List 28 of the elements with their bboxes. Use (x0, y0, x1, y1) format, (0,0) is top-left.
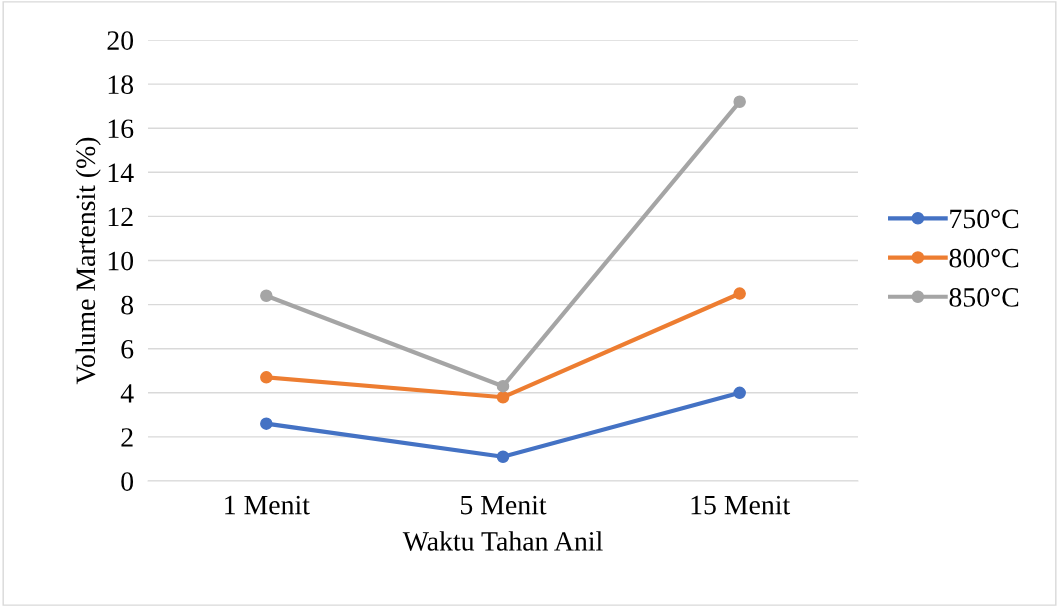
y-tick-label: 2 (121, 428, 133, 447)
point (733, 95, 746, 108)
point (260, 417, 273, 430)
point (260, 371, 273, 384)
x-tick-label: 5 Menit (461, 495, 547, 515)
y-tick-label: 20 (107, 31, 134, 50)
y-axis-title: Volume Martensit (%) (75, 137, 101, 385)
point (496, 379, 510, 393)
y-tick-label: 8 (121, 295, 134, 315)
y-tick-label: 4 (120, 384, 134, 403)
legend-label: 800°C (949, 248, 1019, 268)
x-tick-label: 15 Menit (691, 495, 791, 515)
point (733, 287, 746, 300)
y-tick-label: 10 (108, 251, 134, 271)
legend-label: 750°C (950, 209, 1019, 229)
x-tick-label: 1 Menit (225, 495, 310, 515)
y-tick-label: 6 (121, 339, 134, 359)
x-axis-title: Waktu Tahan Anil (402, 531, 603, 551)
legend-label: 850°C (949, 288, 1019, 307)
y-tick-label: 12 (108, 207, 133, 227)
point (496, 450, 510, 463)
y-tick-label: 0 (121, 472, 134, 491)
y-tick-label: 16 (108, 119, 134, 139)
y-tick-label: 18 (108, 75, 134, 95)
point (733, 386, 746, 400)
point (260, 289, 273, 303)
y-tick-label: 14 (108, 163, 134, 182)
point (496, 390, 510, 404)
